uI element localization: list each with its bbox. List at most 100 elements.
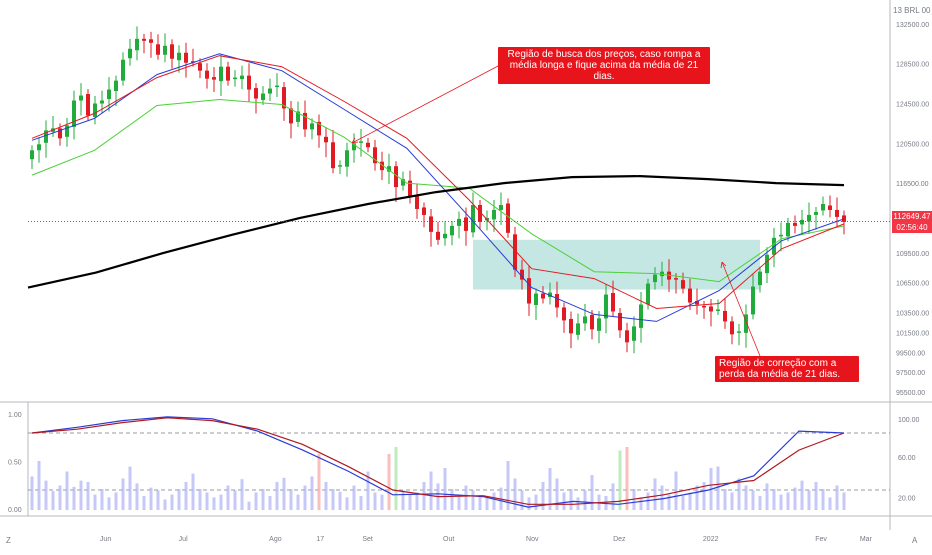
volume-bar xyxy=(310,476,314,510)
candle-body xyxy=(611,293,615,312)
candle-body xyxy=(352,143,356,151)
volume-bar xyxy=(492,492,496,510)
candle-body xyxy=(499,204,503,210)
candle-body xyxy=(93,103,97,117)
candle-body xyxy=(562,307,566,321)
price-tick-label: 97500.00 xyxy=(896,370,925,377)
volume-bar xyxy=(387,454,391,510)
candle-body xyxy=(310,123,314,130)
candle-body xyxy=(478,204,482,222)
time-tick-label: Out xyxy=(443,536,454,543)
volume-bar xyxy=(821,489,825,510)
time-tick-label: Set xyxy=(362,536,373,543)
ma-long-line xyxy=(27,174,845,289)
candle-body xyxy=(401,179,405,186)
volume-bar xyxy=(254,492,258,510)
annotation-arrow-bottom xyxy=(721,261,761,357)
volume-bar xyxy=(65,471,69,510)
corner-left-label[interactable]: Z xyxy=(6,536,11,545)
volume-bar xyxy=(408,494,412,510)
osc-line-red xyxy=(31,417,845,505)
volume-bar xyxy=(128,466,132,510)
volume-bar xyxy=(450,489,454,510)
volume-bar xyxy=(303,485,307,510)
candle-body xyxy=(646,283,650,305)
bar-countdown: 02:56:40 xyxy=(896,223,928,232)
volume-bar xyxy=(793,487,797,510)
osc-left-tick-label: 0.00 xyxy=(8,507,22,514)
time-tick-label: Mar xyxy=(860,536,873,543)
candle-body xyxy=(828,205,832,210)
ma-fast-line xyxy=(31,53,845,322)
volume-bar xyxy=(198,489,202,510)
volume-bar xyxy=(478,496,482,510)
candle-body xyxy=(156,44,160,55)
candle-body xyxy=(555,294,559,308)
volume-bar xyxy=(765,483,769,510)
candle-body xyxy=(177,52,181,61)
candle-body xyxy=(702,305,706,308)
candle-body xyxy=(380,161,384,171)
volume-bar xyxy=(317,454,321,510)
volume-bar xyxy=(247,501,251,510)
candle-body xyxy=(443,233,447,239)
candle-body xyxy=(842,215,846,222)
volume-bar xyxy=(688,492,692,510)
candle-body xyxy=(821,203,825,211)
candle-body xyxy=(457,218,461,226)
price-tick-label: 109500.00 xyxy=(896,251,929,258)
candle-body xyxy=(282,87,286,109)
candle-body xyxy=(415,196,419,209)
corner-right-label[interactable]: A xyxy=(912,536,918,545)
osc-left-tick-label: 1.00 xyxy=(8,412,22,419)
volume-bar xyxy=(184,482,188,510)
candle-body xyxy=(576,323,580,335)
candle-body xyxy=(275,85,279,88)
price-tick-label: 103500.00 xyxy=(896,310,929,317)
candle-body xyxy=(744,314,748,333)
volume-bar xyxy=(268,496,272,510)
candle-body xyxy=(268,88,272,94)
candle-body xyxy=(625,330,629,343)
volume-bar xyxy=(170,494,174,510)
candle-body xyxy=(492,209,496,220)
volume-bar xyxy=(723,489,727,510)
candle-body xyxy=(65,125,69,137)
time-tick-label: 2022 xyxy=(703,536,719,543)
volume-bar xyxy=(212,497,216,510)
candle-body xyxy=(170,44,174,59)
volume-bar xyxy=(289,489,293,510)
candle-body xyxy=(583,316,587,324)
volume-bar xyxy=(618,450,622,510)
candle-body xyxy=(261,93,265,101)
volume-bar xyxy=(352,485,356,510)
candle-body xyxy=(163,45,167,55)
volume-bar xyxy=(107,497,111,510)
price-tick-label: 106500.00 xyxy=(896,281,929,288)
volume-bar xyxy=(737,478,741,510)
volume-bar xyxy=(562,492,566,510)
candle-body xyxy=(79,95,83,101)
candle-body xyxy=(359,141,363,143)
annotation-arrow-top xyxy=(351,64,501,144)
volume-bar xyxy=(380,494,384,510)
annotation-bottom: Região de correção com a perda da média … xyxy=(715,356,859,382)
candle-body xyxy=(219,66,223,82)
osc-right-tick-label: 20.00 xyxy=(898,496,916,503)
volume-bar xyxy=(156,490,160,510)
candle-body xyxy=(506,203,510,233)
price-tick-label: 99500.00 xyxy=(896,350,925,357)
volume-bar xyxy=(373,492,377,510)
candle-body xyxy=(121,59,125,81)
candle-body xyxy=(450,225,454,236)
volume-bar xyxy=(667,494,671,510)
support-zone xyxy=(473,239,760,290)
volume-bar xyxy=(534,494,538,510)
candle-body xyxy=(709,306,713,312)
time-tick-label: Nov xyxy=(526,536,539,543)
candle-body xyxy=(254,88,258,99)
candle-body xyxy=(303,112,307,130)
volume-bar xyxy=(93,494,97,510)
